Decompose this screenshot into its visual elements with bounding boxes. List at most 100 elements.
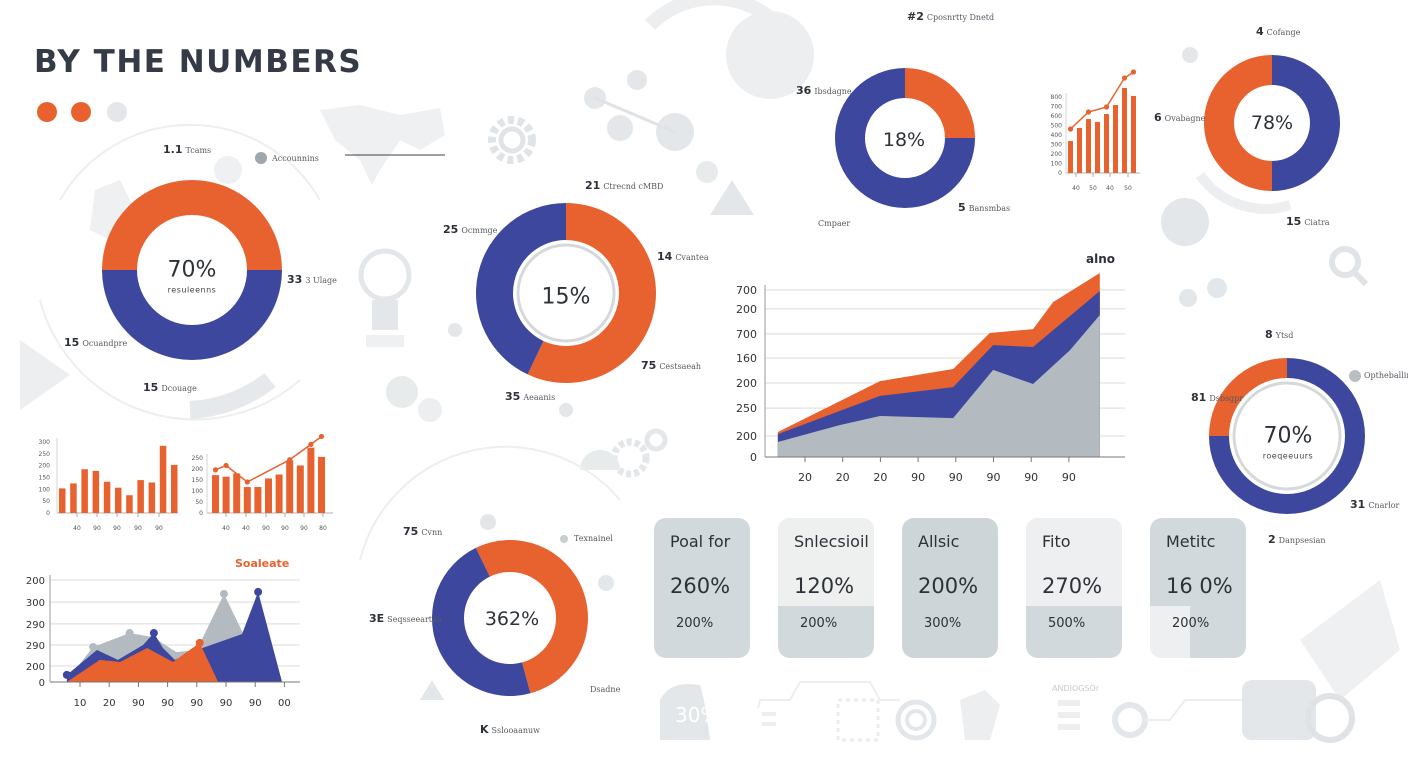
bar [148,482,156,513]
stat-card: Snlecsioil 120% 200% [778,518,874,658]
list-icon [1058,712,1080,718]
tick-label: 90 [134,525,142,532]
annotation-text: Cvantea [675,253,709,262]
area-series [777,315,1100,457]
annotation-number: 25 [443,223,459,236]
target-icon [895,699,937,741]
donut-value: 15% [541,284,591,310]
donut-segment [1209,358,1287,436]
tick-label: 700 [1051,104,1063,111]
annotation-text: Dcouage [161,384,197,393]
tick-label: 90 [262,525,270,532]
tick-label: 50 [42,498,50,505]
list-icon [1058,724,1080,730]
donut-segment [431,547,531,697]
tick-label: 90 [93,525,101,532]
tick-label: 10 [74,698,87,709]
annotation-number: 4 [1256,25,1264,38]
donut-annotation: 2 Danpsesian [1268,533,1326,546]
card-subvalue: 500% [1048,616,1086,631]
trend-point [287,457,293,463]
tick-label: 200 [192,466,204,473]
legend-dot-orange [71,102,91,122]
annotation-text: Optheballiraa [1364,371,1408,380]
bar [115,487,122,513]
decor-arc [59,123,321,201]
decor-circle [1182,47,1198,63]
series-marker [125,629,134,638]
tick-label: 40 [222,525,230,532]
tick-label: 300 [39,439,51,446]
tick-label: 200 [39,463,51,470]
tick-label: 200 [1051,151,1063,158]
series-marker [254,587,263,596]
annotation-text: Cmpaer [818,219,851,228]
trend-point [1103,104,1110,110]
footer-percent: 30% [675,703,720,727]
decor-arc [645,0,796,44]
bar [171,464,178,513]
donut-sublabel: roeqeeuurs [1262,451,1314,461]
donut-segment [102,180,282,270]
trend-point [1121,75,1128,81]
tick-label: 40 [73,525,81,532]
donut-annotation: Cmpaer [818,219,850,228]
annotation-number: 5 [958,201,966,214]
annotation-number: 3E [369,612,385,625]
donut-annotation: 36 Ibsdagne [796,84,852,97]
trend-line [215,435,322,483]
lightbulb-icon [358,248,412,347]
annotation-number: 33 [287,273,303,286]
bar [1068,140,1073,173]
donut-annotation: 75 Cestsaeah [641,359,701,372]
tick-label: 150 [39,475,51,482]
decor-circle [1179,289,1197,307]
decor-circle [448,323,462,337]
decor-arc [1195,172,1292,214]
decor-circle [418,398,442,422]
decor-circle [627,70,647,90]
donut-annotation: 5 Bansmbas [958,201,1010,214]
annotation-number: 15 [64,336,80,349]
footer-decoration [660,680,1355,743]
donut-center-label: 78% [1251,112,1293,134]
bar [103,481,111,513]
bar [286,460,294,513]
annotation-number: 1.1 [163,143,183,156]
tick-label: 50 [1124,185,1132,192]
donut-annotation: 81 Dsbsgpr [1191,391,1243,404]
legend-dot-orange [37,102,57,122]
grid-icon [836,698,880,742]
annotation-text: Accounnins [272,154,319,163]
donut-segment [835,68,975,208]
tick-label: 20 [103,698,116,709]
bar [92,470,100,513]
donut-center-label: 15% [542,285,591,310]
tick-label: 90 [220,698,233,709]
decor-circle [214,156,242,184]
tick-label: 90 [987,471,1001,484]
donut-value: 362% [484,608,540,630]
annotation-text: Ocuandpre [82,339,128,348]
annotation-dot [1349,370,1361,382]
donut-center-label: 18% [883,129,925,151]
bar [137,480,144,513]
tick-label: 160 [736,352,757,365]
stat-card: Metitc 16 0% 200% [1150,518,1246,658]
decorations [20,0,1400,743]
tick-label: 600 [1051,113,1063,120]
donut-annotation: 4 Cofange [1256,25,1300,38]
area-chart-title: Soaleate [235,557,290,570]
tick-label: 0 [46,510,50,517]
ring-icon [1112,702,1148,738]
target-icon [905,709,927,731]
decor-shape [1300,580,1400,700]
stat-card: Allsic 200% 300% [902,518,998,658]
donut-annotation: 15 Ocuandpre [64,336,127,349]
donut-segment [905,68,975,138]
decor-circle [598,575,614,591]
annotation-text: Cposnrtty Dnetd [926,13,995,22]
card-title: Snlecsioil [794,532,869,551]
trend-point [308,441,314,447]
